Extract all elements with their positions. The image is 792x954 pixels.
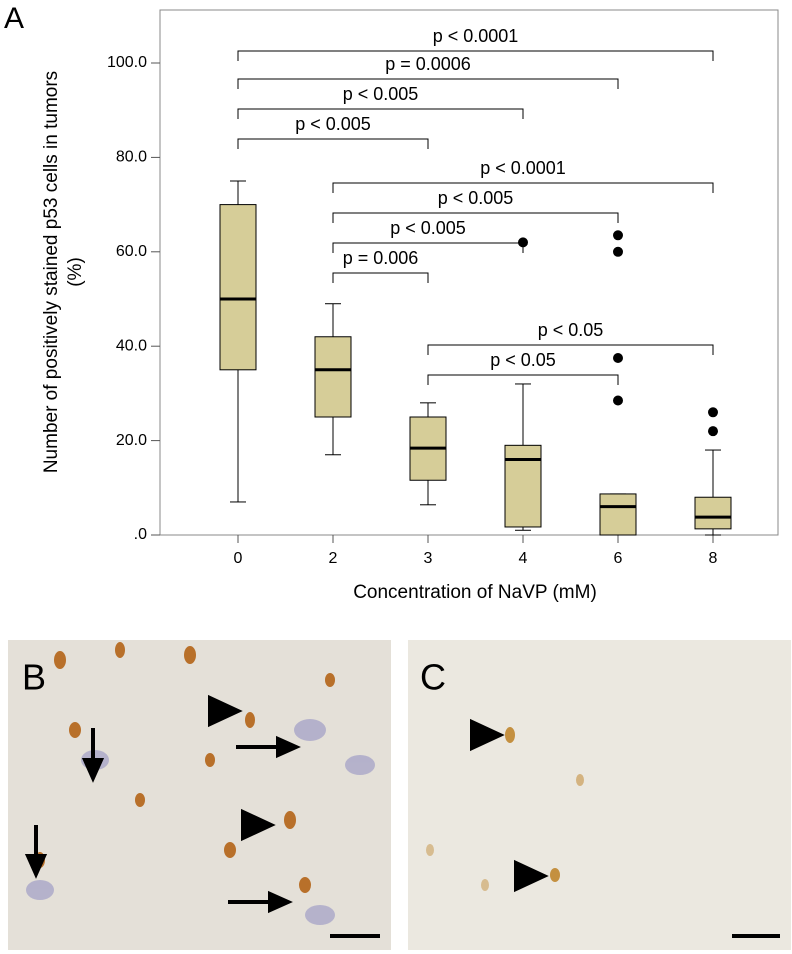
- stained-cells: [35, 642, 335, 893]
- significance-bracket: [332, 242, 524, 253]
- outlier: [613, 353, 623, 363]
- significance-label: p < 0.005: [295, 114, 371, 134]
- y-tick-label: 100.0: [107, 54, 147, 71]
- y-axis-label: (%): [65, 257, 86, 287]
- significance-bracket: [332, 212, 619, 223]
- y-tick-label: 20.0: [116, 432, 147, 449]
- y-axis-label: Number of positively stained p53 cells i…: [41, 71, 62, 473]
- outlier: [613, 230, 623, 241]
- plot-frame: [159, 9, 779, 536]
- y-tick-label: 60.0: [116, 243, 147, 260]
- x-tick-label: 8: [709, 550, 718, 567]
- arrows: [24, 694, 380, 938]
- arrows: [470, 718, 780, 938]
- box: [694, 496, 732, 530]
- outlier: [708, 407, 718, 418]
- significance-label: p = 0.0006: [385, 54, 471, 74]
- significance-label: p < 0.005: [390, 218, 466, 238]
- x-tick-label: 3: [424, 550, 433, 567]
- significance-bracket: [332, 272, 429, 283]
- outlier: [518, 237, 528, 248]
- y-tick-label: 80.0: [116, 149, 147, 166]
- x-tick-label: 4: [519, 550, 528, 567]
- x-tick-label: 6: [614, 550, 623, 567]
- stained-cells: [426, 727, 584, 891]
- significance-label: p < 0.0001: [480, 158, 566, 178]
- significance-label: p < 0.05: [490, 350, 556, 370]
- x-tick-label: 0: [234, 550, 243, 567]
- panel-label: C: [420, 657, 446, 698]
- significance-label: p = 0.006: [343, 248, 419, 268]
- box: [504, 444, 542, 528]
- micrograph-c: [408, 640, 791, 950]
- outlier: [708, 426, 718, 437]
- significance-label: p < 0.005: [438, 188, 514, 208]
- panel-label: A: [4, 2, 24, 35]
- significance-bracket: [427, 374, 619, 385]
- box: [219, 204, 257, 371]
- box: [599, 493, 637, 536]
- significance-bracket: [427, 344, 714, 355]
- box: [314, 336, 352, 418]
- significance-bracket: [332, 182, 714, 193]
- micrographs: B C: [8, 640, 791, 950]
- significance-label: p < 0.005: [343, 84, 419, 104]
- significance-label: p < 0.0001: [433, 26, 519, 46]
- significance-bracket: [237, 78, 619, 89]
- significance-label: p < 0.05: [538, 320, 604, 340]
- unstained-cells: [26, 719, 375, 925]
- micrograph-b: [8, 640, 391, 950]
- x-axis-label: Concentration of NaVP (mM): [353, 582, 597, 603]
- outlier: [613, 395, 623, 406]
- chart: A Number of positively stained p53 cells…: [4, 2, 779, 603]
- significance-bracket: [237, 138, 429, 149]
- outlier: [613, 246, 623, 257]
- y-tick-label: 40.0: [116, 337, 147, 354]
- panel-label: B: [22, 657, 46, 698]
- y-tick-label: .0: [134, 526, 147, 543]
- x-tick-label: 2: [329, 550, 338, 567]
- significance-bracket: [237, 108, 524, 119]
- significance-bracket: [237, 50, 714, 61]
